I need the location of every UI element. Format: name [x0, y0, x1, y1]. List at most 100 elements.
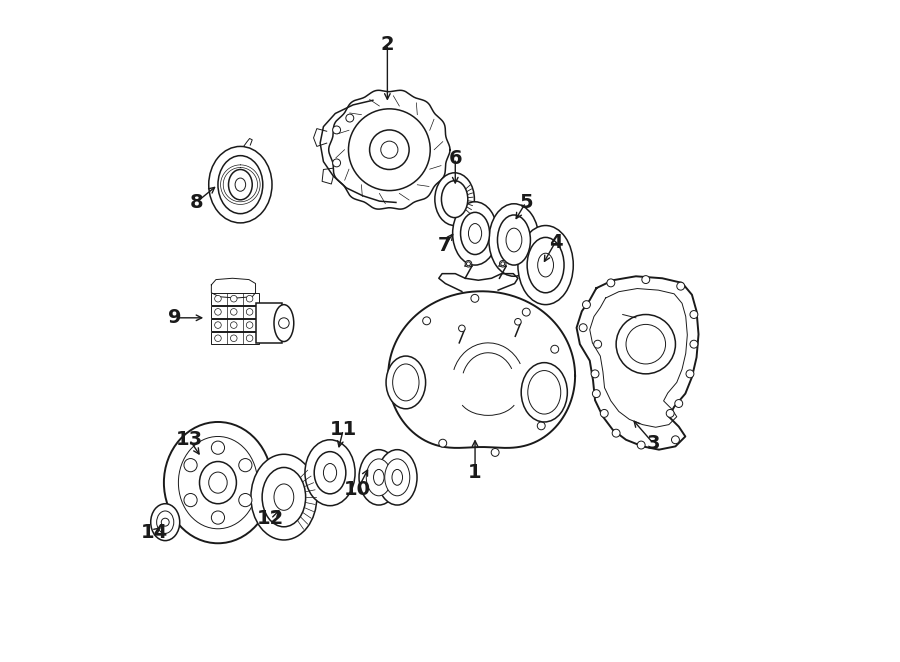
Text: 1: 1 — [468, 463, 482, 482]
Circle shape — [600, 410, 608, 417]
Circle shape — [381, 141, 398, 158]
Text: 12: 12 — [257, 509, 284, 528]
Ellipse shape — [392, 364, 419, 401]
Circle shape — [537, 422, 545, 430]
Circle shape — [465, 260, 472, 267]
Circle shape — [348, 109, 430, 191]
Circle shape — [591, 370, 599, 378]
Circle shape — [279, 318, 289, 328]
Circle shape — [592, 390, 600, 398]
Circle shape — [612, 429, 620, 437]
Circle shape — [466, 261, 471, 265]
Bar — [212, 306, 259, 318]
Ellipse shape — [314, 451, 346, 494]
Text: 2: 2 — [381, 34, 394, 54]
Circle shape — [230, 322, 237, 328]
Circle shape — [555, 379, 563, 387]
Circle shape — [500, 260, 506, 267]
Circle shape — [238, 493, 252, 506]
Circle shape — [184, 459, 197, 472]
Text: 13: 13 — [176, 430, 203, 449]
Ellipse shape — [435, 173, 474, 226]
Text: 9: 9 — [167, 308, 181, 327]
Text: 14: 14 — [141, 522, 168, 542]
Ellipse shape — [489, 204, 539, 276]
Circle shape — [405, 399, 412, 406]
Ellipse shape — [441, 181, 468, 218]
Ellipse shape — [374, 469, 384, 485]
Ellipse shape — [178, 436, 257, 529]
Bar — [212, 319, 259, 331]
Ellipse shape — [384, 459, 410, 496]
Ellipse shape — [150, 504, 180, 541]
Circle shape — [215, 308, 221, 315]
Polygon shape — [388, 291, 575, 448]
Circle shape — [215, 295, 221, 302]
Circle shape — [690, 340, 698, 348]
Circle shape — [580, 324, 587, 332]
Circle shape — [675, 400, 683, 408]
Ellipse shape — [164, 422, 272, 544]
Bar — [212, 332, 259, 344]
Circle shape — [247, 335, 253, 342]
Circle shape — [333, 126, 340, 134]
Circle shape — [333, 159, 340, 167]
Circle shape — [230, 335, 237, 342]
Circle shape — [247, 295, 253, 302]
Circle shape — [247, 308, 253, 315]
Circle shape — [637, 441, 645, 449]
Ellipse shape — [616, 314, 676, 374]
Ellipse shape — [274, 484, 293, 510]
Circle shape — [594, 340, 601, 348]
Circle shape — [247, 322, 253, 328]
Circle shape — [642, 275, 650, 283]
Ellipse shape — [392, 469, 402, 485]
Text: 10: 10 — [344, 480, 371, 498]
Circle shape — [666, 410, 674, 417]
Ellipse shape — [453, 202, 498, 265]
Polygon shape — [577, 276, 698, 449]
Ellipse shape — [323, 463, 337, 482]
Circle shape — [677, 282, 685, 290]
Text: 11: 11 — [329, 420, 356, 440]
Ellipse shape — [366, 459, 392, 496]
Ellipse shape — [537, 253, 554, 277]
Circle shape — [500, 261, 505, 265]
Text: 4: 4 — [549, 232, 562, 252]
Text: 6: 6 — [448, 149, 462, 167]
Circle shape — [346, 114, 354, 122]
Ellipse shape — [461, 213, 490, 254]
Text: 5: 5 — [519, 193, 533, 212]
Ellipse shape — [229, 169, 252, 200]
Ellipse shape — [209, 472, 227, 493]
Circle shape — [184, 493, 197, 506]
Circle shape — [212, 511, 224, 524]
Circle shape — [522, 308, 530, 316]
Ellipse shape — [518, 226, 573, 305]
Ellipse shape — [377, 449, 417, 505]
Circle shape — [439, 440, 446, 447]
Circle shape — [459, 325, 465, 332]
Ellipse shape — [469, 224, 482, 244]
Circle shape — [686, 370, 694, 378]
Circle shape — [607, 279, 615, 287]
Circle shape — [671, 436, 680, 444]
Ellipse shape — [274, 305, 293, 342]
Ellipse shape — [527, 238, 564, 293]
Bar — [256, 303, 282, 343]
Ellipse shape — [386, 356, 426, 409]
Text: 8: 8 — [189, 193, 203, 212]
Text: 7: 7 — [438, 236, 452, 255]
Polygon shape — [212, 278, 256, 298]
Ellipse shape — [498, 215, 530, 265]
Ellipse shape — [251, 454, 317, 540]
Ellipse shape — [218, 156, 263, 214]
Ellipse shape — [200, 461, 237, 504]
Circle shape — [161, 518, 169, 526]
Circle shape — [491, 448, 500, 456]
Circle shape — [215, 335, 221, 342]
Bar — [212, 293, 259, 305]
Ellipse shape — [359, 449, 399, 505]
Ellipse shape — [235, 178, 246, 191]
Circle shape — [690, 310, 698, 318]
